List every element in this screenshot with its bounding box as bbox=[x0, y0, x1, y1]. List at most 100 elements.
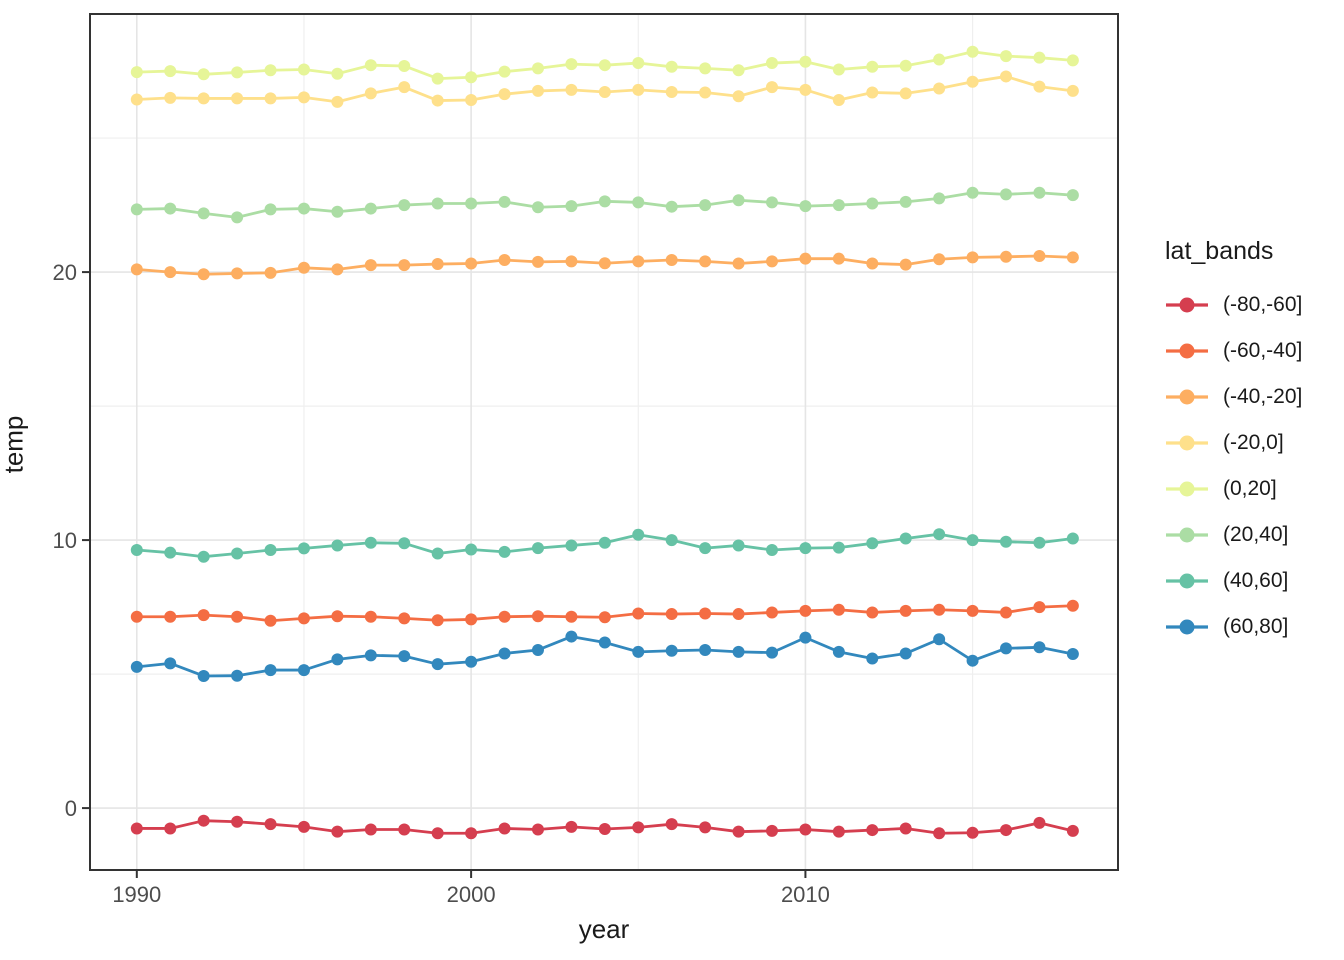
data-point-(-60,-40][interactable] bbox=[1066, 599, 1079, 612]
data-point-(20,40][interactable] bbox=[331, 205, 344, 218]
data-point-(0,20][interactable] bbox=[531, 62, 544, 75]
data-point-(-60,-40][interactable] bbox=[866, 606, 879, 619]
data-point-(-20,0][interactable] bbox=[598, 85, 611, 98]
data-point-(0,20][interactable] bbox=[565, 58, 578, 71]
data-point-(40,60][interactable] bbox=[832, 541, 845, 554]
data-point-(0,20][interactable] bbox=[832, 63, 845, 76]
data-point-(60,80][interactable] bbox=[899, 647, 912, 660]
data-point-(60,80][interactable] bbox=[565, 630, 578, 643]
data-point-(20,40][interactable] bbox=[364, 202, 377, 215]
data-point-(-60,-40][interactable] bbox=[665, 608, 678, 621]
data-point-(60,80][interactable] bbox=[331, 653, 344, 666]
legend-item[interactable]: (20,40] bbox=[1165, 512, 1302, 558]
data-point-(-40,-20][interactable] bbox=[1000, 250, 1013, 263]
data-point-(40,60][interactable] bbox=[431, 547, 444, 560]
data-point-(-40,-20][interactable] bbox=[899, 258, 912, 271]
data-point-(-80,-60][interactable] bbox=[799, 823, 812, 836]
data-point-(-40,-20][interactable] bbox=[832, 252, 845, 265]
data-point-(40,60][interactable] bbox=[398, 537, 411, 550]
data-point-(60,80][interactable] bbox=[431, 658, 444, 671]
data-point-(60,80][interactable] bbox=[398, 650, 411, 663]
data-point-(-40,-20][interactable] bbox=[297, 261, 310, 274]
data-point-(40,60][interactable] bbox=[699, 542, 712, 555]
data-point-(60,80][interactable] bbox=[1033, 641, 1046, 654]
data-point-(-80,-60][interactable] bbox=[933, 827, 946, 840]
data-point-(-20,0][interactable] bbox=[765, 81, 778, 94]
data-point-(-20,0][interactable] bbox=[832, 94, 845, 107]
data-point-(-60,-40][interactable] bbox=[398, 612, 411, 625]
data-point-(40,60][interactable] bbox=[164, 546, 177, 559]
data-point-(0,20][interactable] bbox=[364, 59, 377, 72]
data-point-(-60,-40][interactable] bbox=[799, 604, 812, 617]
data-point-(60,80][interactable] bbox=[799, 631, 812, 644]
legend-item[interactable]: (-20,0] bbox=[1165, 420, 1302, 466]
data-point-(20,40][interactable] bbox=[297, 202, 310, 215]
data-point-(20,40][interactable] bbox=[765, 196, 778, 209]
data-point-(-60,-40][interactable] bbox=[832, 603, 845, 616]
data-point-(20,40][interactable] bbox=[398, 199, 411, 212]
data-point-(-20,0][interactable] bbox=[866, 86, 879, 99]
data-point-(0,20][interactable] bbox=[1066, 54, 1079, 67]
data-point-(60,80][interactable] bbox=[632, 645, 645, 658]
data-point-(-80,-60][interactable] bbox=[632, 821, 645, 834]
data-point-(0,20][interactable] bbox=[297, 63, 310, 76]
data-point-(40,60][interactable] bbox=[1000, 535, 1013, 548]
data-point-(-60,-40][interactable] bbox=[231, 610, 244, 623]
data-point-(-20,0][interactable] bbox=[164, 91, 177, 104]
data-point-(-40,-20][interactable] bbox=[398, 259, 411, 272]
data-point-(-20,0][interactable] bbox=[431, 94, 444, 107]
data-point-(40,60][interactable] bbox=[899, 532, 912, 545]
data-point-(-20,0][interactable] bbox=[1066, 84, 1079, 97]
data-point-(-40,-20][interactable] bbox=[130, 263, 143, 276]
data-point-(60,80][interactable] bbox=[699, 643, 712, 656]
data-point-(-20,0][interactable] bbox=[565, 83, 578, 96]
data-point-(-60,-40][interactable] bbox=[431, 614, 444, 627]
data-point-(-60,-40][interactable] bbox=[531, 610, 544, 623]
data-point-(40,60][interactable] bbox=[264, 544, 277, 557]
data-point-(40,60][interactable] bbox=[933, 528, 946, 541]
data-point-(60,80][interactable] bbox=[197, 669, 210, 682]
data-point-(-60,-40][interactable] bbox=[1033, 601, 1046, 614]
data-point-(40,60][interactable] bbox=[632, 528, 645, 541]
data-point-(60,80][interactable] bbox=[531, 643, 544, 656]
data-point-(-60,-40][interactable] bbox=[264, 614, 277, 627]
data-point-(40,60][interactable] bbox=[665, 534, 678, 547]
data-point-(-40,-20][interactable] bbox=[1033, 250, 1046, 263]
data-point-(-40,-20][interactable] bbox=[364, 259, 377, 272]
legend-item[interactable]: (60,80] bbox=[1165, 604, 1302, 650]
data-point-(40,60][interactable] bbox=[197, 550, 210, 563]
data-point-(-80,-60][interactable] bbox=[699, 821, 712, 834]
data-point-(60,80][interactable] bbox=[465, 655, 478, 668]
data-point-(0,20][interactable] bbox=[665, 60, 678, 73]
data-point-(20,40][interactable] bbox=[465, 197, 478, 210]
data-point-(60,80][interactable] bbox=[832, 645, 845, 658]
data-point-(-80,-60][interactable] bbox=[465, 827, 478, 840]
data-point-(-80,-60][interactable] bbox=[1000, 824, 1013, 837]
data-point-(-40,-20][interactable] bbox=[164, 266, 177, 279]
data-point-(-60,-40][interactable] bbox=[297, 612, 310, 625]
data-point-(20,40][interactable] bbox=[665, 200, 678, 213]
data-point-(20,40][interactable] bbox=[130, 203, 143, 216]
data-point-(20,40][interactable] bbox=[699, 199, 712, 212]
data-point-(20,40][interactable] bbox=[431, 197, 444, 210]
data-point-(0,20][interactable] bbox=[431, 72, 444, 85]
data-point-(-60,-40][interactable] bbox=[966, 604, 979, 617]
data-point-(20,40][interactable] bbox=[1066, 189, 1079, 202]
data-point-(60,80][interactable] bbox=[966, 654, 979, 667]
data-point-(-80,-60][interactable] bbox=[531, 823, 544, 836]
data-point-(0,20][interactable] bbox=[732, 64, 745, 77]
data-point-(-40,-20][interactable] bbox=[264, 266, 277, 279]
data-point-(-40,-20][interactable] bbox=[765, 255, 778, 268]
data-point-(-80,-60][interactable] bbox=[130, 822, 143, 835]
data-point-(-20,0][interactable] bbox=[1033, 80, 1046, 93]
data-point-(0,20][interactable] bbox=[598, 59, 611, 72]
data-point-(20,40][interactable] bbox=[164, 202, 177, 215]
data-point-(-80,-60][interactable] bbox=[364, 823, 377, 836]
data-point-(20,40][interactable] bbox=[933, 192, 946, 205]
data-point-(60,80][interactable] bbox=[130, 660, 143, 673]
data-point-(0,20][interactable] bbox=[899, 59, 912, 72]
data-point-(60,80][interactable] bbox=[732, 645, 745, 658]
data-point-(0,20][interactable] bbox=[398, 59, 411, 72]
data-point-(-80,-60][interactable] bbox=[966, 826, 979, 839]
data-point-(-60,-40][interactable] bbox=[331, 610, 344, 623]
